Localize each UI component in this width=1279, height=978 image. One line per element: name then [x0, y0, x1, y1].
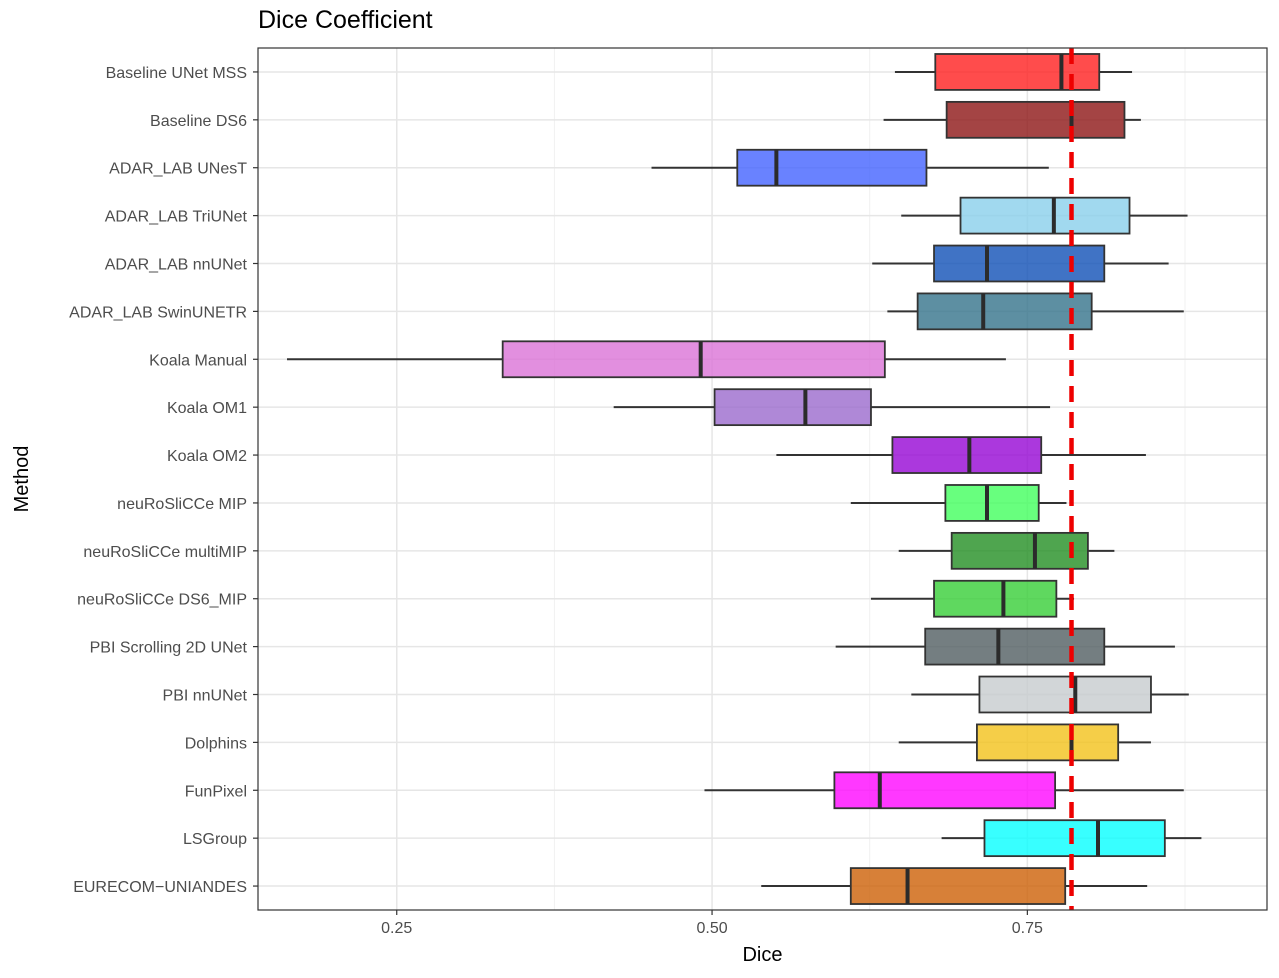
box-iqr [959, 196, 1131, 235]
plot-border [257, 47, 1268, 911]
box-iqr [849, 867, 1067, 905]
y-tick-label: ADAR_LAB UNesT [109, 161, 247, 178]
box-koala-om1 [613, 388, 1051, 427]
x-tick-label: 0.75 [1012, 920, 1043, 937]
box-neuroslicce-multimip [898, 531, 1115, 570]
y-tick-label: Koala OM1 [167, 400, 247, 417]
y-tick-label: FunPixel [185, 783, 247, 800]
y-tick-label: EURECOM−UNIANDES [73, 879, 247, 896]
y-tick-label: neuRoSliCCe DS6_MIP [77, 592, 247, 609]
y-tick-label: LSGroup [183, 831, 247, 848]
box-iqr [916, 292, 1093, 331]
box-iqr [950, 531, 1089, 570]
y-tick-label: neuRoSliCCe MIP [117, 496, 247, 513]
y-axis-title: Method [11, 446, 33, 513]
box-pbi-nnunet [911, 675, 1189, 714]
box-koala-om2 [776, 436, 1146, 474]
x-tick-label: 0.50 [696, 920, 727, 937]
box-iqr [978, 675, 1152, 714]
x-axis-title: Dice [742, 944, 782, 966]
box-iqr [736, 148, 928, 187]
box-lsgroup [941, 819, 1202, 858]
y-tick-label: Koala OM2 [167, 448, 247, 465]
y-tick-label: neuRoSliCCe multiMIP [83, 544, 247, 561]
y-tick-label: ADAR_LAB SwinUNETR [69, 304, 247, 321]
box-adar-lab-unest [651, 148, 1049, 187]
box-adar-lab-triunet [901, 196, 1188, 235]
y-tick-label: ADAR_LAB nnUNet [105, 257, 248, 274]
y-tick-label: Baseline UNet MSS [106, 65, 247, 82]
box-baseline-ds6 [883, 100, 1141, 139]
box-pbi-scrolling-2d-unet [835, 627, 1175, 666]
box-iqr [833, 771, 1057, 810]
box-iqr [933, 579, 1058, 618]
box-eurecom-uniandes [761, 867, 1148, 905]
box-iqr [983, 819, 1166, 858]
y-tick-label: ADAR_LAB TriUNet [105, 209, 248, 226]
box-adar-lab-swinunetr [887, 292, 1184, 331]
x-tick-label: 0.25 [381, 920, 412, 937]
y-tick-label: Baseline DS6 [150, 113, 247, 130]
box-iqr [713, 388, 872, 427]
y-tick-label: PBI Scrolling 2D UNet [90, 640, 248, 657]
box-iqr [924, 627, 1106, 666]
box-funpixel [704, 771, 1184, 810]
y-tick-label: PBI nnUNet [163, 688, 248, 705]
y-tick-label: Koala Manual [149, 352, 247, 369]
box-iqr [933, 244, 1106, 283]
box-iqr [944, 484, 1040, 522]
box-iqr [934, 53, 1101, 91]
box-koala-manual [287, 340, 1006, 379]
box-neuroslicce-ds6-mip [870, 579, 1075, 618]
plot-panel [258, 48, 1267, 910]
box-iqr [501, 340, 886, 379]
box-iqr [945, 100, 1126, 139]
box-adar-lab-nnunet [872, 244, 1169, 283]
box-dolphins [898, 723, 1151, 762]
y-tick-label: Dolphins [185, 735, 247, 752]
box-iqr [976, 723, 1120, 762]
box-iqr [891, 436, 1043, 474]
chart-title: Dice Coefficient [258, 6, 433, 34]
box-neuroslicce-mip [850, 484, 1067, 522]
